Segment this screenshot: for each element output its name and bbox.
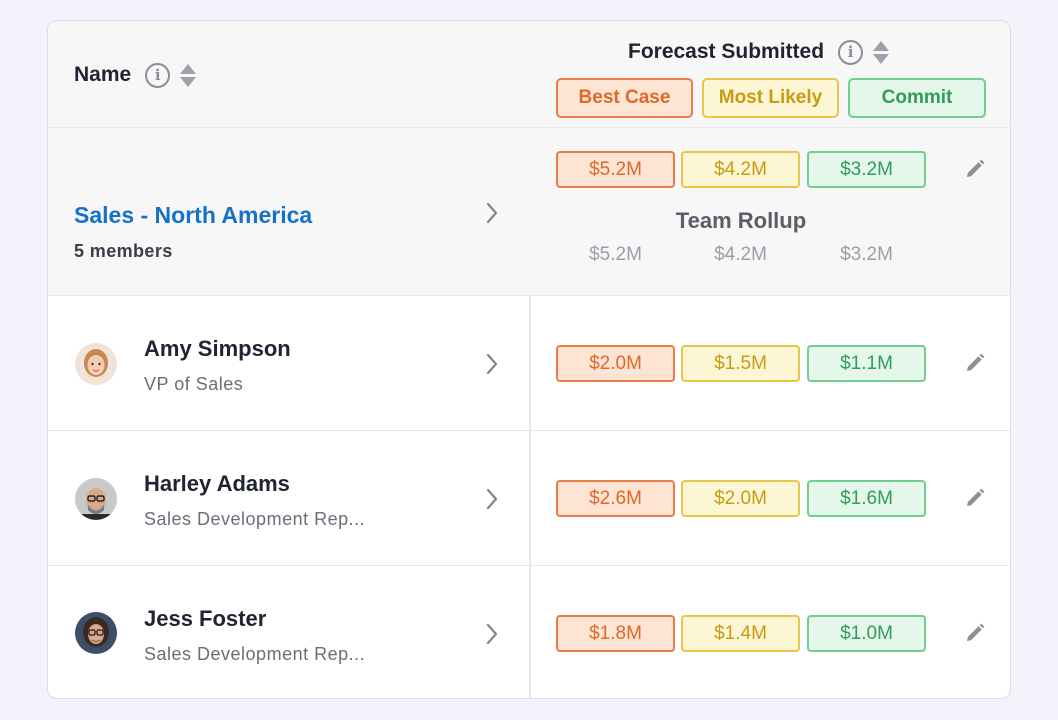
table-header: Name i Forecast Submitted i Best Case Mo… xyxy=(48,21,1010,128)
info-icon[interactable]: i xyxy=(838,39,864,65)
chevron-right-icon[interactable] xyxy=(483,351,501,377)
sort-icon[interactable] xyxy=(873,40,890,64)
edit-pencil-icon[interactable] xyxy=(964,352,986,374)
person-role: VP of Sales xyxy=(144,374,244,394)
chevron-right-icon[interactable] xyxy=(483,486,501,512)
most-likely-value: $2.0M xyxy=(681,480,800,517)
most-likely-value: $1.4M xyxy=(681,615,800,652)
forecast-table: Name i Forecast Submitted i Best Case Mo… xyxy=(47,20,1011,699)
avatar xyxy=(75,478,117,520)
team-row[interactable]: Sales - North America 5 members $5.2M $4… xyxy=(48,128,1010,296)
chevron-right-icon[interactable] xyxy=(483,621,501,647)
most-likely-value: $1.5M xyxy=(681,345,800,382)
commit-value: $3.2M xyxy=(807,151,926,188)
chevron-right-icon[interactable] xyxy=(483,200,501,226)
commit-value: $1.0M xyxy=(807,615,926,652)
avatar xyxy=(75,343,117,385)
person-name: Harley Adams xyxy=(144,471,290,496)
table-row[interactable]: Jess Foster Sales Development Rep... $1.… xyxy=(48,566,1010,698)
table-row[interactable]: Harley Adams Sales Development Rep... $2… xyxy=(48,431,1010,566)
name-column-header[interactable]: Name i xyxy=(74,61,197,89)
team-member-count: 5 members xyxy=(74,241,173,261)
legend-most-likely: Most Likely xyxy=(702,78,839,118)
best-case-value: $5.2M xyxy=(556,151,675,188)
table-row[interactable]: Amy Simpson VP of Sales $2.0M $1.5M $1.1… xyxy=(48,296,1010,431)
column-divider xyxy=(529,21,531,698)
edit-pencil-icon[interactable] xyxy=(964,487,986,509)
person-name: Jess Foster xyxy=(144,606,267,631)
most-likely-value: $4.2M xyxy=(681,151,800,188)
team-name-link[interactable]: Sales - North America xyxy=(74,202,313,228)
forecast-column-header[interactable]: Forecast Submitted i xyxy=(628,38,890,66)
commit-value: $1.1M xyxy=(807,345,926,382)
best-case-value: $2.6M xyxy=(556,480,675,517)
rollup-best-case: $5.2M xyxy=(589,244,642,265)
best-case-value: $2.0M xyxy=(556,345,675,382)
person-name: Amy Simpson xyxy=(144,336,291,361)
forecast-column-label: Forecast Submitted xyxy=(628,40,825,63)
person-role: Sales Development Rep... xyxy=(144,509,366,529)
legend-best-case: Best Case xyxy=(556,78,693,118)
avatar xyxy=(75,612,117,654)
edit-pencil-icon[interactable] xyxy=(964,622,986,644)
commit-value: $1.6M xyxy=(807,480,926,517)
name-column-label: Name xyxy=(74,63,132,86)
best-case-value: $1.8M xyxy=(556,615,675,652)
edit-pencil-icon[interactable] xyxy=(964,158,986,180)
person-role: Sales Development Rep... xyxy=(144,644,366,664)
team-rollup-label: Team Rollup xyxy=(675,208,807,233)
info-icon[interactable]: i xyxy=(145,62,171,88)
rollup-most-likely: $4.2M xyxy=(714,244,767,265)
sort-icon[interactable] xyxy=(180,63,197,87)
rollup-commit: $3.2M xyxy=(840,244,893,265)
legend-commit: Commit xyxy=(848,78,986,118)
